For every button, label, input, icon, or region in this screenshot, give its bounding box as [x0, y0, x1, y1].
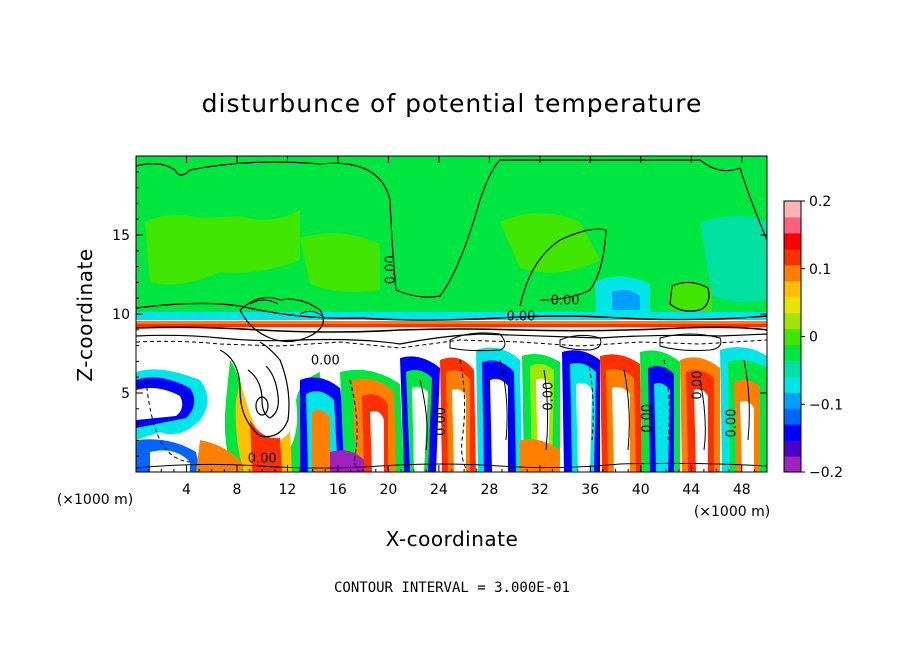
colorbar-swatch	[784, 456, 801, 473]
colorbar-swatch	[784, 408, 801, 425]
colorbar-swatch	[784, 216, 801, 234]
x-tick-label: 28	[480, 482, 498, 498]
colorbar-swatch	[784, 312, 801, 330]
colorbar-swatch	[784, 280, 801, 298]
x-tick-label: 20	[379, 482, 397, 498]
colorbar-swatch	[784, 424, 801, 441]
x-tick-label: 36	[581, 482, 599, 498]
tropopause-red	[136, 324, 767, 327]
upper-teal-patch	[700, 216, 767, 303]
y-tick-label: 10	[112, 307, 130, 323]
colorbar: 0.2 0.1 0 −0.1 −0.2	[783, 194, 843, 481]
contour-label: 0.00	[640, 404, 655, 433]
upper-lightgreen-patch	[500, 213, 600, 273]
tropopause-orange	[136, 321, 767, 324]
contour-label: 0.00	[690, 371, 705, 400]
x-tick-label: 16	[329, 482, 347, 498]
colorbar-swatch	[784, 296, 801, 314]
y-tick-label: 15	[112, 228, 130, 244]
contour-label: 0.00	[384, 255, 399, 284]
x-tick-label: 44	[682, 482, 700, 498]
colorbar-tick-label: 0	[809, 330, 818, 346]
x-tick-label: 40	[632, 482, 650, 498]
plot-area: 0.00 0.00 0.00 0.00 0.00 0.00 0.00 0.00 0.00 0.00	[136, 156, 767, 472]
x-axis-unit-right: (×1000 m)	[694, 504, 770, 520]
y-tick-label: 5	[121, 386, 130, 402]
x-tick-label: 4	[182, 482, 191, 498]
upper-lightgreen-patch	[300, 233, 380, 292]
colorbar-swatch	[784, 201, 801, 218]
lower-plumes	[136, 347, 767, 472]
colorbar-tick-label: 0.2	[809, 194, 831, 210]
upper-cyan-patch	[612, 289, 640, 310]
colorbar-swatch	[784, 392, 801, 409]
colorbar-swatch	[784, 264, 801, 282]
colorbar-tick-label: −0.1	[809, 397, 843, 413]
colorbar-swatch	[784, 360, 801, 377]
x-axis-unit-left: (×1000 m)	[57, 492, 133, 508]
colorbar-tick-label: 0.1	[809, 262, 831, 278]
contour-label: 0.00	[311, 354, 340, 369]
contour-label: 0.00	[551, 294, 580, 309]
contour-interval-note: CONTOUR INTERVAL = 3.000E-01	[334, 580, 570, 596]
contour-label: 0.00	[248, 452, 277, 467]
contour-lines	[136, 159, 767, 472]
contour-labels: 0.00 0.00 0.00 0.00 0.00 0.00 0.00 0.00 0.00 0.00	[248, 255, 740, 466]
colorbar-swatch	[784, 344, 801, 361]
tropopause-cyan	[136, 312, 767, 320]
contour-label: 0.00	[434, 407, 449, 436]
x-tick-label: 48	[733, 482, 751, 498]
x-tick-label: 32	[531, 482, 549, 498]
x-axis: 4 8 12 16 20 24 28 32 36 40 44 48	[148, 156, 755, 498]
colorbar-swatch	[784, 376, 801, 393]
upper-lightgreen-patch	[668, 281, 712, 315]
x-tick-label: 8	[232, 482, 241, 498]
upper-lightgreen-patch	[145, 210, 300, 285]
contour-label: 0.00	[724, 409, 739, 438]
x-tick-label: 12	[279, 482, 297, 498]
colorbar-swatch	[784, 440, 801, 457]
colorbar-swatch	[784, 248, 801, 266]
chart-title: disturbunce of potential temperature	[202, 89, 703, 118]
y-axis: 5 10 15	[112, 171, 767, 457]
colorbar-swatch	[784, 232, 801, 250]
colorbar-swatch	[784, 328, 801, 345]
x-tick-label: 24	[430, 482, 448, 498]
colorbar-tick-label: −0.2	[809, 465, 843, 481]
contour-label: 0.00	[541, 382, 556, 411]
x-axis-label: X-coordinate	[386, 527, 519, 551]
contour-label: 0.00	[506, 309, 535, 324]
y-axis-label: Z-coordinate	[73, 248, 97, 381]
